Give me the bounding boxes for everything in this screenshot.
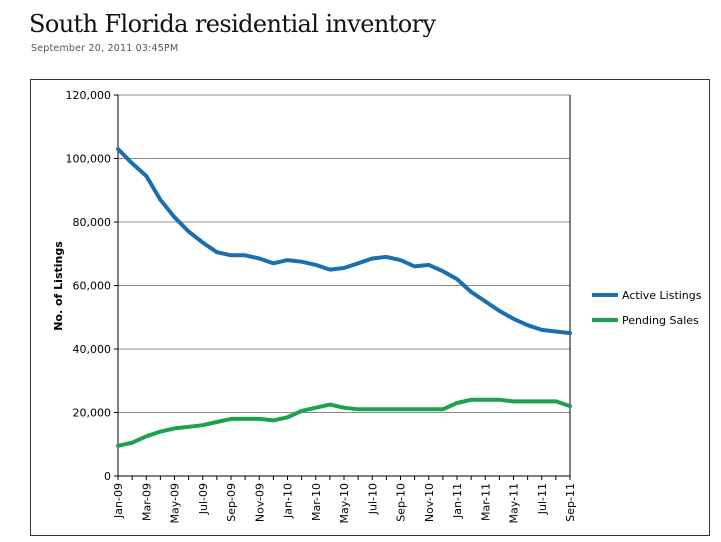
x-tick-label: Sep-10 <box>395 483 408 522</box>
y-tick-label: 60,000 <box>73 280 112 293</box>
y-tick-label: 0 <box>104 470 111 483</box>
x-tick-label: Jul-10 <box>366 483 379 515</box>
y-tick-label: 40,000 <box>73 343 112 356</box>
x-tick-label: Mar-09 <box>140 483 153 521</box>
y-tick-label: 100,000 <box>66 153 112 166</box>
series-line-pending-sales <box>116 397 572 448</box>
x-tick-label: Sep-11 <box>564 483 577 522</box>
x-tick-label: Jan-09 <box>112 483 125 519</box>
y-axis-label: No. of Listings <box>52 241 65 331</box>
x-tick-label: May-10 <box>338 483 351 524</box>
x-tick-label: Jul-09 <box>197 483 210 515</box>
x-tick-label: May-09 <box>169 483 182 524</box>
timestamp: September 20, 2011 03:45PM <box>31 43 179 54</box>
chart-frame <box>30 79 710 536</box>
x-tick-label: Jan-10 <box>282 483 295 519</box>
page-title: South Florida residential inventory <box>29 10 436 38</box>
x-tick-label: May-11 <box>508 483 521 524</box>
x-tick-label: Sep-09 <box>225 483 238 522</box>
gridlines <box>118 94 570 413</box>
series-lines <box>116 147 572 448</box>
legend-label: Pending Sales <box>622 314 699 327</box>
legend-label: Active Listings <box>622 289 702 302</box>
x-tick-label: Nov-10 <box>423 483 436 522</box>
axes: 0 20,000 40,000 60,000 80,000 100,000 120,000 J… <box>66 89 578 524</box>
x-tick-label: Mar-10 <box>310 483 323 521</box>
legend: Active Listings Pending Sales <box>592 289 702 327</box>
x-tick-label: Jan-11 <box>451 483 464 519</box>
x-tick-label: Jul-11 <box>536 483 549 515</box>
x-tick-label: Mar-11 <box>479 483 492 521</box>
y-tick-label: 120,000 <box>66 89 112 102</box>
y-tick-label: 20,000 <box>73 407 112 420</box>
series-line-active-listings <box>116 147 572 336</box>
y-tick-label: 80,000 <box>73 216 112 229</box>
x-tick-label: Nov-09 <box>253 483 266 522</box>
